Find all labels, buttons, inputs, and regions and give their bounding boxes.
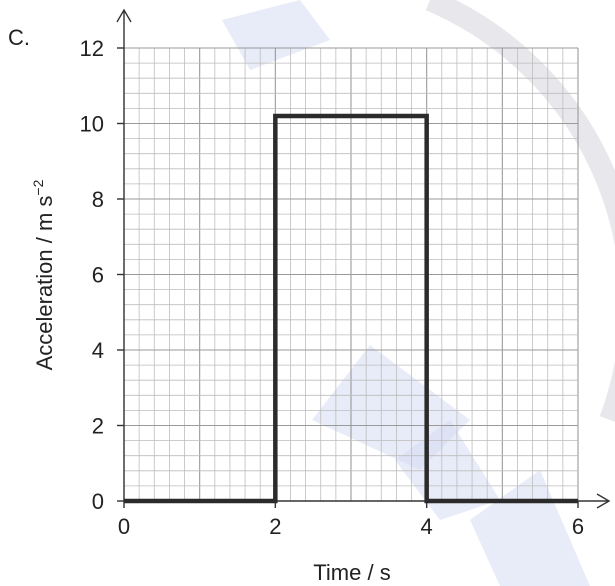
y-axis-title-main: Acceleration / m s	[32, 196, 57, 371]
x-tick-label: 6	[572, 514, 584, 539]
watermark	[222, 0, 615, 586]
y-axis-arrowhead	[116, 8, 132, 23]
option-label: C.	[8, 25, 30, 50]
y-tick-label: 6	[92, 263, 104, 288]
x-tick-label: 4	[421, 514, 433, 539]
y-tick-label: 0	[92, 489, 104, 514]
x-axis-arrowhead	[596, 493, 611, 509]
y-tick-label: 8	[92, 187, 104, 212]
y-tick-label: 2	[92, 414, 104, 439]
y-tick-label: 10	[80, 112, 104, 137]
y-axis-title-superscript: −2	[30, 179, 46, 195]
series-layer	[124, 113, 578, 504]
y-tick-label: 12	[80, 36, 104, 61]
y-tick-label: 4	[92, 338, 104, 363]
x-axis-title: Time / s	[313, 560, 390, 585]
x-tick-label: 2	[269, 514, 281, 539]
x-tick-label: 0	[118, 514, 130, 539]
ticks: 0 2 4 6 0 2 4 6 8 10 12	[80, 36, 585, 539]
y-axis-title: Acceleration / m s−2	[30, 179, 57, 370]
grid	[123, 47, 579, 502]
acceleration-series-line	[124, 113, 578, 504]
